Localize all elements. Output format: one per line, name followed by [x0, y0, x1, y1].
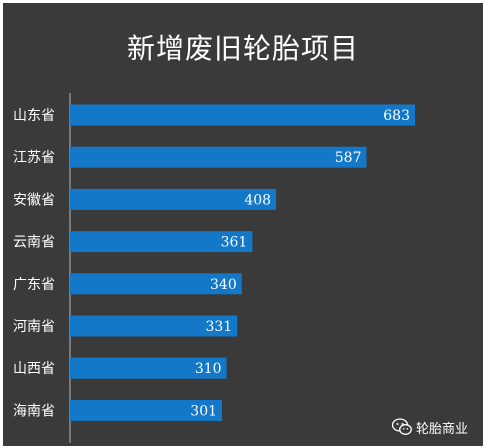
- value-label: 301: [190, 403, 217, 419]
- bar: [70, 231, 253, 253]
- bar: [70, 273, 242, 295]
- value-label: 310: [195, 361, 222, 377]
- category-label: 河南省: [13, 319, 55, 335]
- category-label: 安徽省: [13, 192, 55, 208]
- wechat-icon: [392, 418, 412, 435]
- bar: [70, 399, 223, 421]
- chart-title: 新增废旧轮胎项目: [126, 32, 359, 65]
- bar-chart: 山东省 683 江苏省 587 安徽省 408 云南省 361 广东省 340 河南省 331 山西省 3…: [13, 93, 415, 443]
- category-label: 云南省: [13, 235, 55, 251]
- value-label: 361: [221, 235, 248, 251]
- value-label: 340: [210, 277, 237, 293]
- value-label: 408: [244, 192, 271, 208]
- category-label: 海南省: [13, 403, 55, 419]
- category-label: 山东省: [13, 108, 55, 124]
- value-label: 331: [205, 319, 232, 335]
- bar: [70, 357, 227, 379]
- bar: [70, 104, 415, 126]
- chart-panel: 新增废旧轮胎项目 山东省 683 江苏省 587 安徽省 408 云南省 361 广东省 340 河…: [3, 3, 483, 446]
- bar: [70, 146, 367, 168]
- watermark: 轮胎商业: [392, 417, 468, 437]
- category-label: 广东省: [13, 277, 55, 293]
- category-label: 山西省: [13, 361, 55, 377]
- bar: [70, 315, 238, 337]
- watermark-text: 轮胎商业: [416, 421, 469, 437]
- category-label: 江苏省: [13, 150, 55, 166]
- value-label: 683: [383, 108, 410, 124]
- value-label: 587: [335, 150, 362, 166]
- bar: [70, 188, 277, 210]
